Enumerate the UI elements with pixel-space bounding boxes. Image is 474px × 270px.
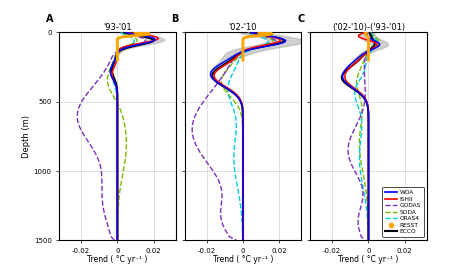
X-axis label: Trend ( °C yr⁻¹ ): Trend ( °C yr⁻¹ ) [213, 255, 273, 264]
Title: ('02-'10)-('93-'01): ('02-'10)-('93-'01) [332, 23, 405, 32]
Title: '93-'01: '93-'01 [103, 23, 132, 32]
Title: '02-'10: '02-'10 [228, 23, 257, 32]
Text: A: A [46, 14, 54, 24]
Legend: WOA, ISHII, GODAS, SODA, ORAS4, RESST, ECCO: WOA, ISHII, GODAS, SODA, ORAS4, RESST, E… [383, 187, 424, 237]
X-axis label: Trend ( °C yr⁻¹ ): Trend ( °C yr⁻¹ ) [338, 255, 399, 264]
Text: B: B [172, 14, 179, 24]
Text: C: C [297, 14, 304, 24]
Y-axis label: Depth (m): Depth (m) [22, 115, 31, 158]
X-axis label: Trend ( °C yr⁻¹ ): Trend ( °C yr⁻¹ ) [87, 255, 147, 264]
